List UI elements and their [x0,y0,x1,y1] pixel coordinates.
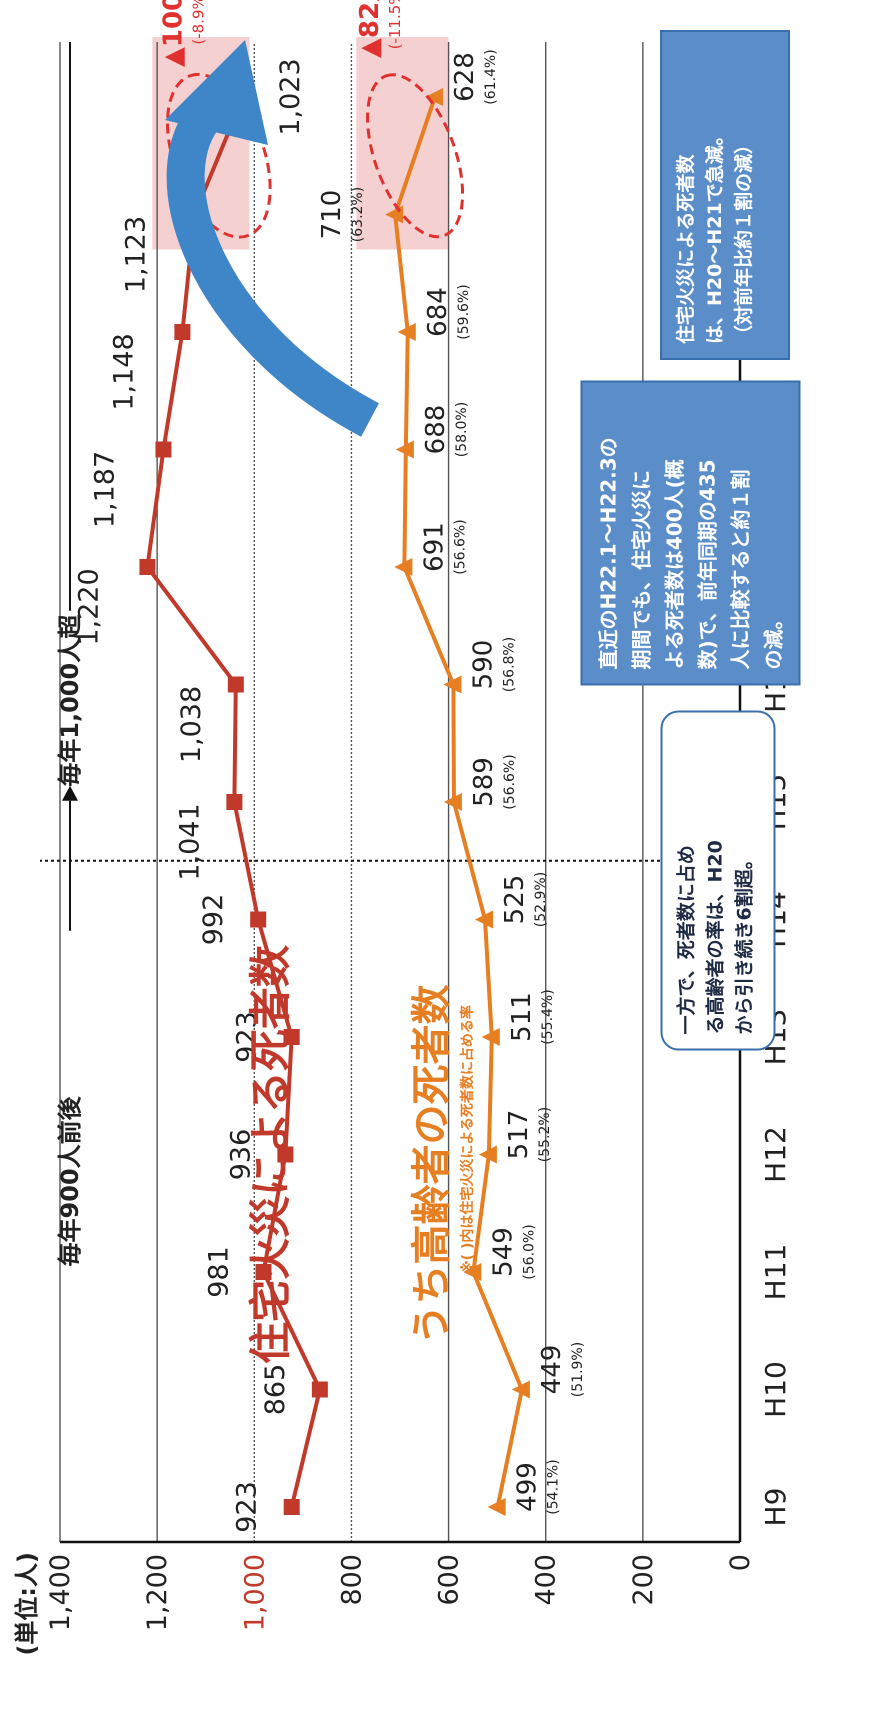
data-label-elderly-deaths: 517 [504,1110,534,1160]
plot-area: 0 200 400 600 800 1,000 1,200 1,400(単位:人) H9 H10 H… [13,0,792,1656]
series-name-elderly-deaths: うち高齢者の死者数 [409,985,455,1345]
series-name-fire-deaths: 住宅火災による死者数 [246,945,295,1364]
curved-arrow-body [166,96,379,437]
data-point-elderly-deaths [443,675,462,694]
data-point-elderly-deaths [397,323,416,341]
data-point-fire-deaths [255,1264,272,1280]
data-label-elderly-deaths: 549 [488,1227,518,1277]
note1-text: 住宅火災による死者数 は、H20〜H21で急減。 （対前年比約１割の減） [660,30,790,360]
data-pct-elderly-deaths: (55.2%) [537,1107,553,1162]
data-point-elderly-deaths [481,1028,500,1046]
data-point-fire-deaths [311,1381,328,1398]
data-label-fire-deaths: 1,123 [121,216,152,293]
data-point-fire-deaths [155,441,172,458]
annotation-elderly-decrease: ▲82人 [355,0,385,58]
data-point-elderly-deaths [478,1145,497,1164]
annotation-elderly-decrease-pct: (-11.5%) [386,0,404,49]
data-label-elderly-deaths: 691 [419,522,449,572]
data-point-elderly-deaths [475,910,493,929]
highlight-elderly-h20-h21 [356,37,449,250]
data-label-elderly-deaths: 590 [468,640,498,690]
data-point-fire-deaths [283,1499,300,1515]
unit-label: (単位:人) [13,1552,41,1656]
data-label-elderly-deaths: 628 [450,52,480,102]
data-pct-elderly-deaths: (56.6%) [502,754,518,809]
data-point-elderly-deaths [463,1263,482,1281]
data-point-fire-deaths [174,324,191,340]
data-label-elderly-deaths: 525 [500,875,530,925]
data-label-fire-deaths: 981 [204,1246,235,1298]
y-tick-label: 1,400 [45,1554,76,1631]
data-point-fire-deaths [139,559,156,575]
data-point-fire-deaths [283,1029,300,1045]
data-label-elderly-deaths: 684 [423,287,453,337]
data-pct-elderly-deaths: (51.9%) [570,1342,586,1397]
data-label-fire-deaths: 1,148 [108,333,139,410]
data-pct-elderly-deaths: (61.4%) [483,49,499,104]
highlight-ellipse-elderly [366,73,465,239]
y-tick-label: 0 [725,1554,756,1571]
data-point-elderly-deaths [394,558,413,576]
data-pct-elderly-deaths: (56.0%) [521,1224,537,1279]
data-label-fire-deaths: 1,041 [174,803,205,880]
period-label-before: 毎年900人前後 [56,1095,84,1266]
data-point-fire-deaths [227,676,244,693]
note-box-recent: 直近のH22.1〜H22.3の 期間でも、住宅火災に よる死者数は400人(概 … [580,380,800,685]
y-tick-label: 400 [531,1554,562,1606]
note3-text: 一方で、死者数に占め る高齢者の率は、H20 から引き続き6割超。 [660,710,775,1050]
data-label-elderly-deaths: 511 [507,992,537,1042]
data-label-elderly-deaths: 589 [469,757,499,807]
data-label-elderly-deaths: 449 [537,1345,567,1395]
annotation-fire-decrease: ▲100人 [158,0,188,67]
period-label-after: 毎年1,000人超 [56,614,84,787]
data-pct-elderly-deaths: (63.2%) [350,187,366,242]
note-box-elderly-rate: 一方で、死者数に占め る高齢者の率は、H20 から引き続き6割超。 [660,710,775,1050]
data-label-fire-deaths: 1,038 [176,686,207,763]
data-point-fire-deaths [250,911,267,928]
data-label-fire-deaths: 1,023 [275,58,306,135]
y-tick-label: 600 [434,1554,465,1606]
x-tick-label: H12 [759,1126,792,1183]
note-box-decline: 住宅火災による死者数 は、H20〜H21で急減。 （対前年比約１割の減） [660,30,790,360]
data-label-fire-deaths: 992 [198,894,229,946]
data-pct-elderly-deaths: (58.0%) [454,402,470,457]
y-tick-label: 800 [336,1554,367,1606]
data-label-fire-deaths: 936 [225,1129,256,1181]
annotation-fire-decrease-pct: (-8.9%) [189,0,207,45]
data-label-fire-deaths: 923 [232,1481,263,1533]
data-label-fire-deaths: 1,220 [73,568,104,645]
data-point-elderly-deaths [487,1498,506,1516]
data-label-fire-deaths: 1,187 [89,451,120,528]
data-point-fire-deaths [226,794,243,810]
y-tick-label: 200 [628,1554,659,1606]
data-label-elderly-deaths: 499 [513,1462,543,1512]
data-pct-elderly-deaths: (52.9%) [533,872,549,927]
data-point-elderly-deaths [443,793,462,811]
y-tick-label: 1,200 [142,1554,173,1631]
y-tick-label: 1,000 [239,1554,270,1631]
x-tick-label: H9 [759,1488,792,1527]
period-arrow-head [62,785,78,801]
curved-arrow-head [165,40,268,145]
data-point-elderly-deaths [424,88,443,106]
data-label-fire-deaths: 865 [260,1364,291,1416]
data-point-elderly-deaths [395,440,414,459]
data-point-fire-deaths [277,1146,294,1163]
data-pct-elderly-deaths: (56.6%) [452,519,468,574]
data-pct-elderly-deaths: (59.6%) [456,284,472,339]
data-pct-elderly-deaths: (55.4%) [540,989,556,1044]
note2-text: 直近のH22.1〜H22.3の 期間でも、住宅火災に よる死者数は400人(概 … [580,380,800,685]
series-note-elderly: ※( )内は住宅火災による死者数に占める率 [459,1005,476,1274]
data-point-elderly-deaths [511,1380,530,1399]
x-tick-label: H10 [759,1361,792,1418]
data-label-elderly-deaths: 710 [317,190,347,240]
data-label-fire-deaths: 923 [232,1011,263,1063]
x-tick-label: H11 [759,1244,792,1301]
data-pct-elderly-deaths: (56.8%) [501,637,517,692]
data-label-elderly-deaths: 688 [421,405,451,455]
data-pct-elderly-deaths: (54.1%) [546,1459,562,1514]
